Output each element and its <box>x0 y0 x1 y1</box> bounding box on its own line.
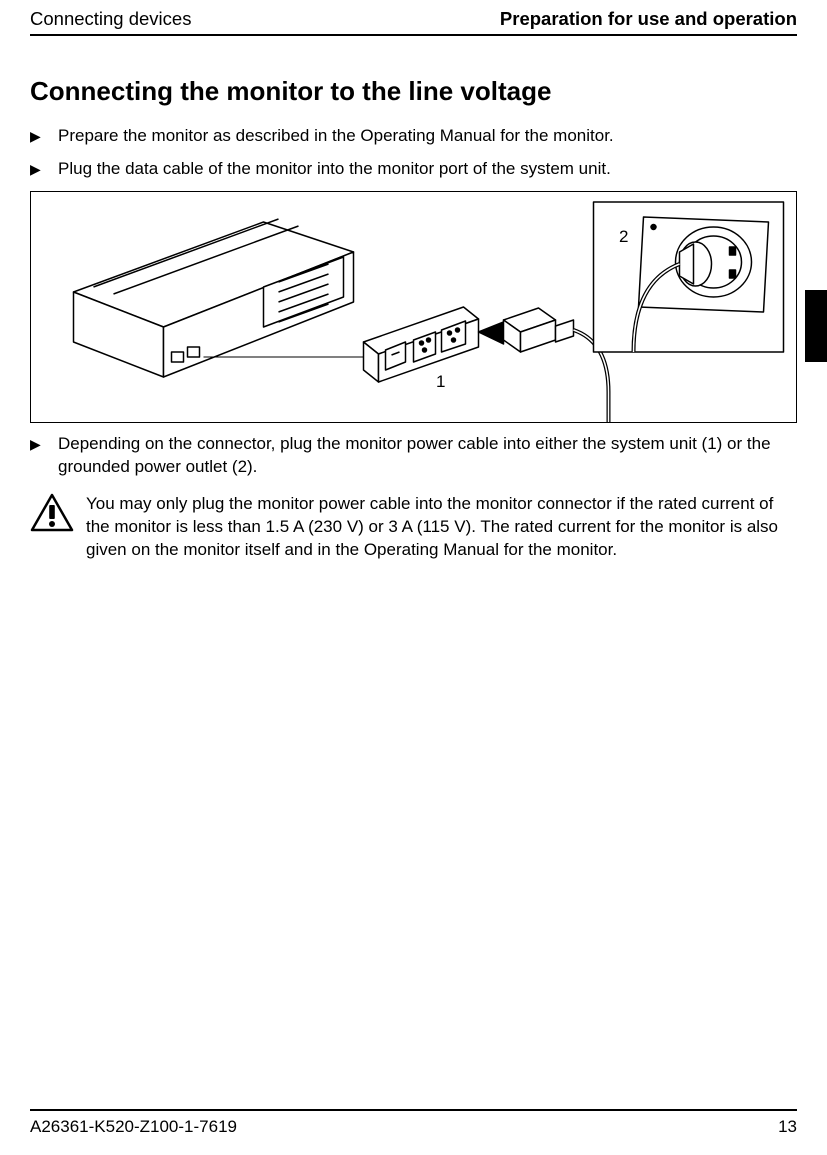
warning-block: You may only plug the monitor power cabl… <box>30 493 797 562</box>
triangle-icon: ▶ <box>30 125 58 148</box>
warning-text: You may only plug the monitor power cabl… <box>86 493 797 562</box>
triangle-icon: ▶ <box>30 158 58 181</box>
warning-icon <box>30 493 86 562</box>
figure: 1 2 <box>30 191 797 423</box>
triangle-icon: ▶ <box>30 433 58 479</box>
instruction-list: ▶ Prepare the monitor as described in th… <box>30 125 797 181</box>
header-right: Preparation for use and operation <box>500 8 797 30</box>
footer-page-number: 13 <box>778 1117 797 1137</box>
list-item: ▶ Plug the data cable of the monitor int… <box>30 158 797 181</box>
figure-label-2: 2 <box>619 227 628 247</box>
instruction-list-2: ▶ Depending on the connector, plug the m… <box>30 433 797 479</box>
figure-label-1: 1 <box>436 372 445 392</box>
footer-rule <box>30 1109 797 1111</box>
list-item: ▶ Prepare the monitor as described in th… <box>30 125 797 148</box>
connection-diagram <box>31 192 796 422</box>
list-item: ▶ Depending on the connector, plug the m… <box>30 433 797 479</box>
list-item-text: Plug the data cable of the monitor into … <box>58 158 797 181</box>
page-footer: A26361-K520-Z100-1-7619 13 <box>30 1109 797 1137</box>
thumb-index-tab <box>805 290 827 362</box>
header-rule <box>30 34 797 36</box>
page-header: Connecting devices Preparation for use a… <box>30 0 797 30</box>
list-item-text: Prepare the monitor as described in the … <box>58 125 797 148</box>
list-item-text: Depending on the connector, plug the mon… <box>58 433 797 479</box>
header-left: Connecting devices <box>30 8 191 30</box>
section-heading: Connecting the monitor to the line volta… <box>30 76 797 107</box>
footer-doc-id: A26361-K520-Z100-1-7619 <box>30 1117 237 1137</box>
